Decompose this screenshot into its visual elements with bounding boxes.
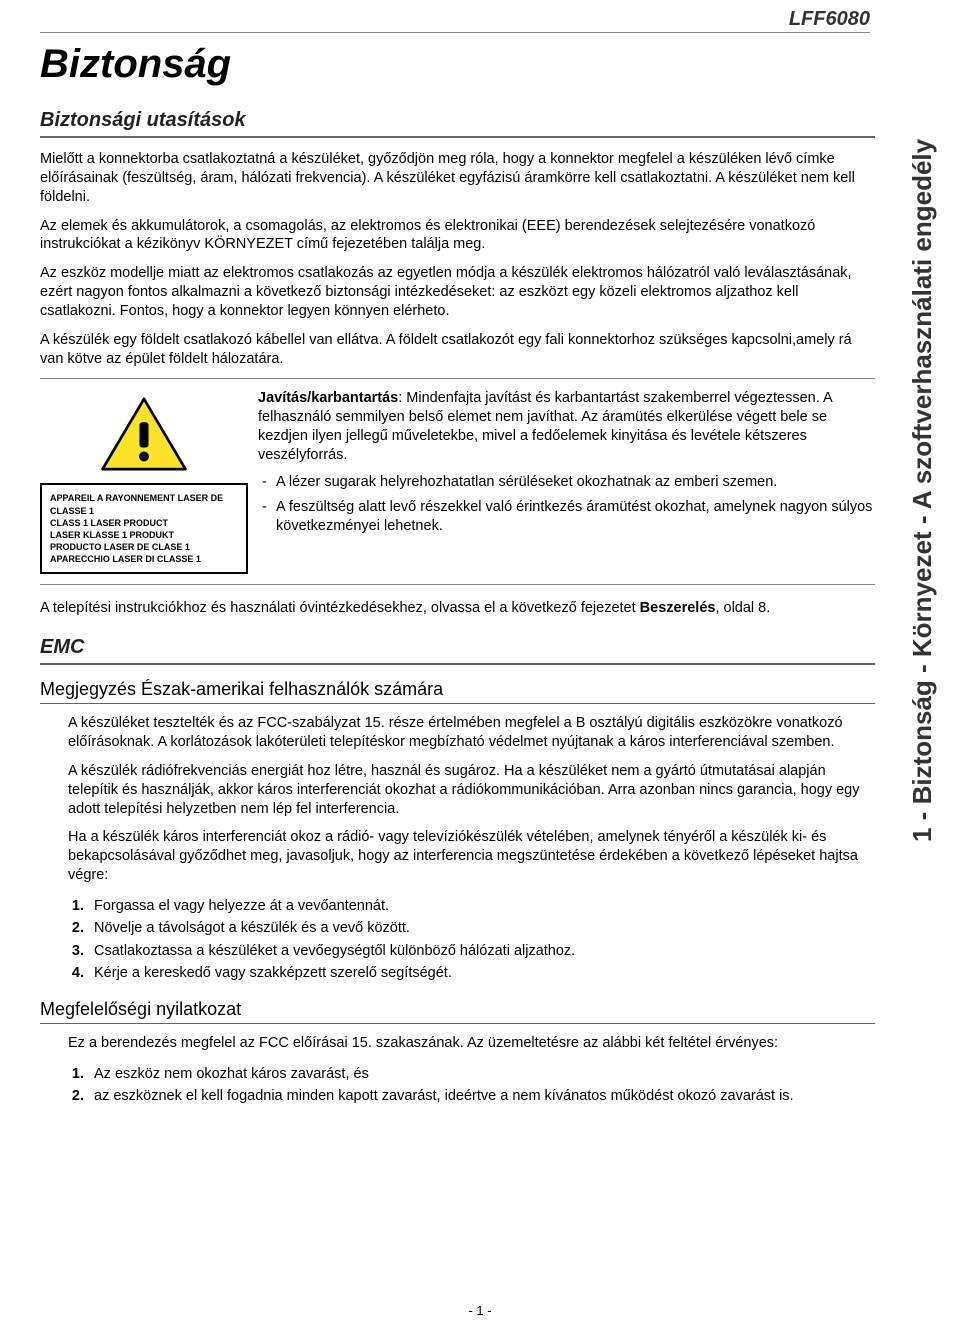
divider [40,378,875,379]
laser-line-5: APARECCHIO LASER DI CLASSE 1 [50,553,238,565]
side-chapter-label: 1 - Biztonság - Környezet - A szoftverha… [907,40,938,940]
install-note-pre: A telepítési instrukciókhoz és használat… [40,600,640,616]
compliance-p: Ez a berendezés megfelel az FCC előírása… [68,1034,875,1053]
emc-sub1: Megjegyzés Észak-amerikai felhasználók s… [40,679,875,704]
warning-left-column: APPAREIL A RAYONNEMENT LASER DE CLASSE 1… [40,389,248,574]
laser-line-3: LASER KLASSE 1 PRODUKT [50,529,238,541]
compliance-cond-1: Az eszköz nem okozhat káros zavarást, és [88,1063,875,1085]
laser-line-4: PRODUCTO LASER DE CLASE 1 [50,541,238,553]
emc-step-3: Csatlakoztassa a készüléket a vevőegység… [88,940,875,962]
page-title: Biztonság [40,42,875,87]
page-number: - 1 - [0,1303,960,1318]
install-note-bold: Beszerelés [640,600,716,616]
compliance-conditions: Az eszköz nem okozhat káros zavarást, és… [88,1063,875,1108]
safety-p1: Mielőtt a konnektorba csatlakoztatná a k… [40,150,875,207]
emc-step-4: Kérje a kereskedő vagy szakképzett szere… [88,962,875,984]
warning-block: APPAREIL A RAYONNEMENT LASER DE CLASSE 1… [40,389,875,574]
header-rule [40,32,870,33]
laser-line-2: CLASS 1 LASER PRODUCT [50,517,238,529]
safety-p3: Az eszköz modellje miatt az elektromos c… [40,264,875,321]
emc-sub2: Megfelelőségi nyilatkozat [40,999,875,1024]
emc-steps: Forgassa el vagy helyezze át a vevőanten… [88,895,875,985]
install-note: A telepítési instrukciókhoz és használat… [40,599,875,618]
safety-p2: Az elemek és akkumulátorok, a csomagolás… [40,217,875,255]
laser-class-label: APPAREIL A RAYONNEMENT LASER DE CLASSE 1… [40,483,248,574]
repair-lead: Javítás/karbantartás [258,390,398,406]
header-model: LFF6080 [789,8,870,31]
warning-bullet-1: A lézer sugarak helyrehozhatatlan sérülé… [258,473,875,492]
emc-p3: Ha a készülék káros interferenciát okoz … [68,828,875,885]
page-content: Biztonság Biztonsági utasítások Mielőtt … [40,10,875,1108]
warning-right-column: Javítás/karbantartás: Mindenfajta javítá… [258,389,875,541]
compliance-cond-2: az eszköznek el kell fogadnia minden kap… [88,1085,875,1107]
install-note-post: , oldal 8. [715,600,770,616]
emc-step-1: Forgassa el vagy helyezze át a vevőanten… [88,895,875,917]
emc-p1: A készüléket tesztelték és az FCC-szabál… [68,714,875,752]
emc-p2: A készülék rádiófrekvenciás energiát hoz… [68,762,875,819]
warning-bullet-2: A feszültség alatt levő részekkel való é… [258,498,875,536]
section-emc-heading: EMC [40,636,875,665]
section-safety-heading: Biztonsági utasítások [40,109,875,138]
emc-step-2: Növelje a távolságot a készülék és a vev… [88,917,875,939]
laser-line-1: APPAREIL A RAYONNEMENT LASER DE CLASSE 1 [50,492,238,516]
repair-paragraph: Javítás/karbantartás: Mindenfajta javítá… [258,389,875,464]
divider [40,584,875,585]
safety-p4: A készülék egy földelt csatlakozó kábell… [40,331,875,369]
warning-triangle-icon [99,395,189,473]
